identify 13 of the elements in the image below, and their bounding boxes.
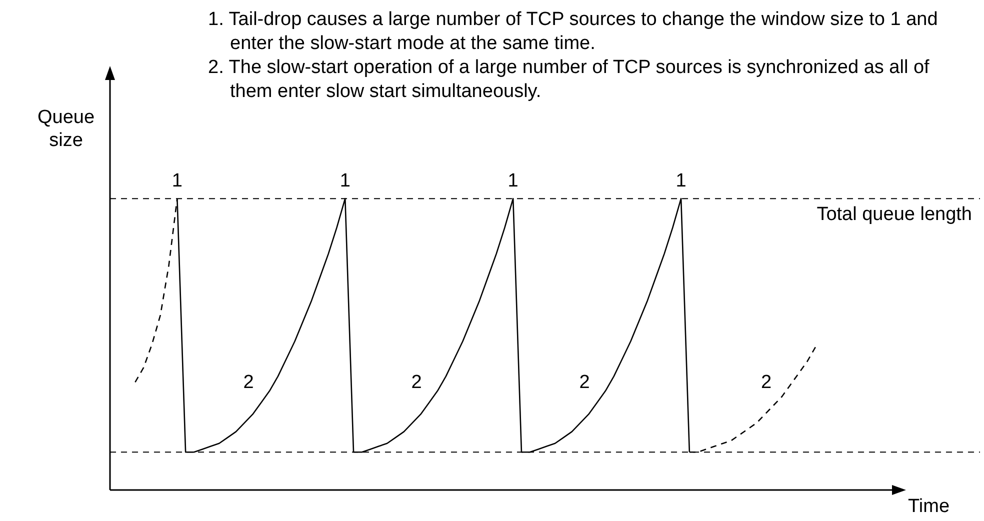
annotation: 2 <box>411 372 422 394</box>
annotation: 2 <box>243 372 254 394</box>
ref-line-label: Total queue length <box>816 204 972 226</box>
annotation: 1 <box>172 170 182 192</box>
annotation: 2 <box>579 372 590 394</box>
annotation: 1 <box>508 170 518 192</box>
x-axis-title: Time <box>908 496 950 518</box>
y-axis-title: Queue size <box>36 106 96 152</box>
text: 1. Tail-drop causes a large number of TCP sources to change the window size to 1 and enter the slow-start mode at the same time. <box>208 8 939 56</box>
annotation: 1 <box>676 170 686 192</box>
annotation: 2 <box>761 372 772 394</box>
text: 2. The slow-start operation of a large number of TCP sources is synchronized as all of them enter slow start simultaneously. <box>208 56 930 104</box>
annotation: 1 <box>340 170 350 192</box>
